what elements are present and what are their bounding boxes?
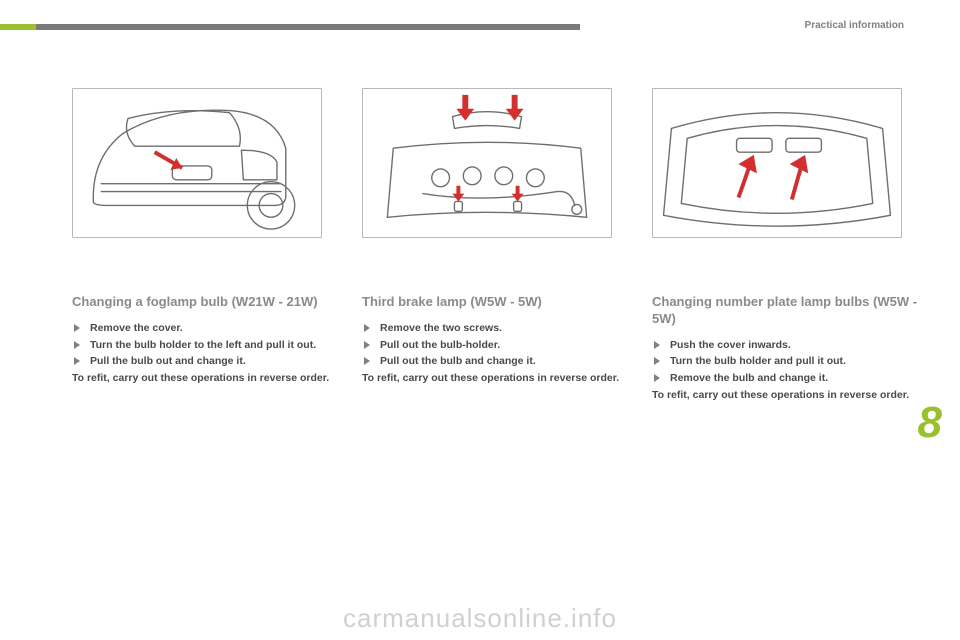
title-number-plate: Changing number plate lamp bulbs (W5W - … xyxy=(652,294,918,328)
column-third-brake: Third brake lamp (W5W - 5W) Remove the t… xyxy=(362,88,628,386)
step: Remove the two screws. xyxy=(362,321,628,336)
steps-number-plate: Push the cover inwards. Turn the bulb ho… xyxy=(652,338,918,386)
column-foglamp: Changing a foglamp bulb (W21W - 21W) Rem… xyxy=(72,88,338,386)
manual-page: Practical information xyxy=(0,0,960,640)
section-label: Practical information xyxy=(805,20,904,31)
column-number-plate: Changing number plate lamp bulbs (W5W - … xyxy=(652,88,918,403)
topbar-grey xyxy=(0,24,580,30)
title-third-brake: Third brake lamp (W5W - 5W) xyxy=(362,294,628,311)
step: Turn the bulb holder to the left and pul… xyxy=(72,338,338,353)
figure-number-plate xyxy=(652,88,902,238)
step: Push the cover inwards. xyxy=(652,338,918,353)
watermark: carmanualsonline.info xyxy=(0,603,960,634)
steps-third-brake: Remove the two screws. Pull out the bulb… xyxy=(362,321,628,369)
topbar-green xyxy=(0,24,36,30)
chapter-number: 8 xyxy=(918,398,942,448)
step: Pull out the bulb and change it. xyxy=(362,354,628,369)
step: Remove the cover. xyxy=(72,321,338,336)
figure-third-brake xyxy=(362,88,612,238)
step: Pull out the bulb-holder. xyxy=(362,338,628,353)
step: Turn the bulb holder and pull it out. xyxy=(652,354,918,369)
step: Pull the bulb out and change it. xyxy=(72,354,338,369)
figure-foglamp xyxy=(72,88,322,238)
title-foglamp: Changing a foglamp bulb (W21W - 21W) xyxy=(72,294,338,311)
note: To refit, carry out these operations in … xyxy=(362,371,628,386)
steps-foglamp: Remove the cover. Turn the bulb holder t… xyxy=(72,321,338,369)
note: To refit, carry out these operations in … xyxy=(652,388,918,403)
note: To refit, carry out these operations in … xyxy=(72,371,338,386)
step: Remove the bulb and change it. xyxy=(652,371,918,386)
